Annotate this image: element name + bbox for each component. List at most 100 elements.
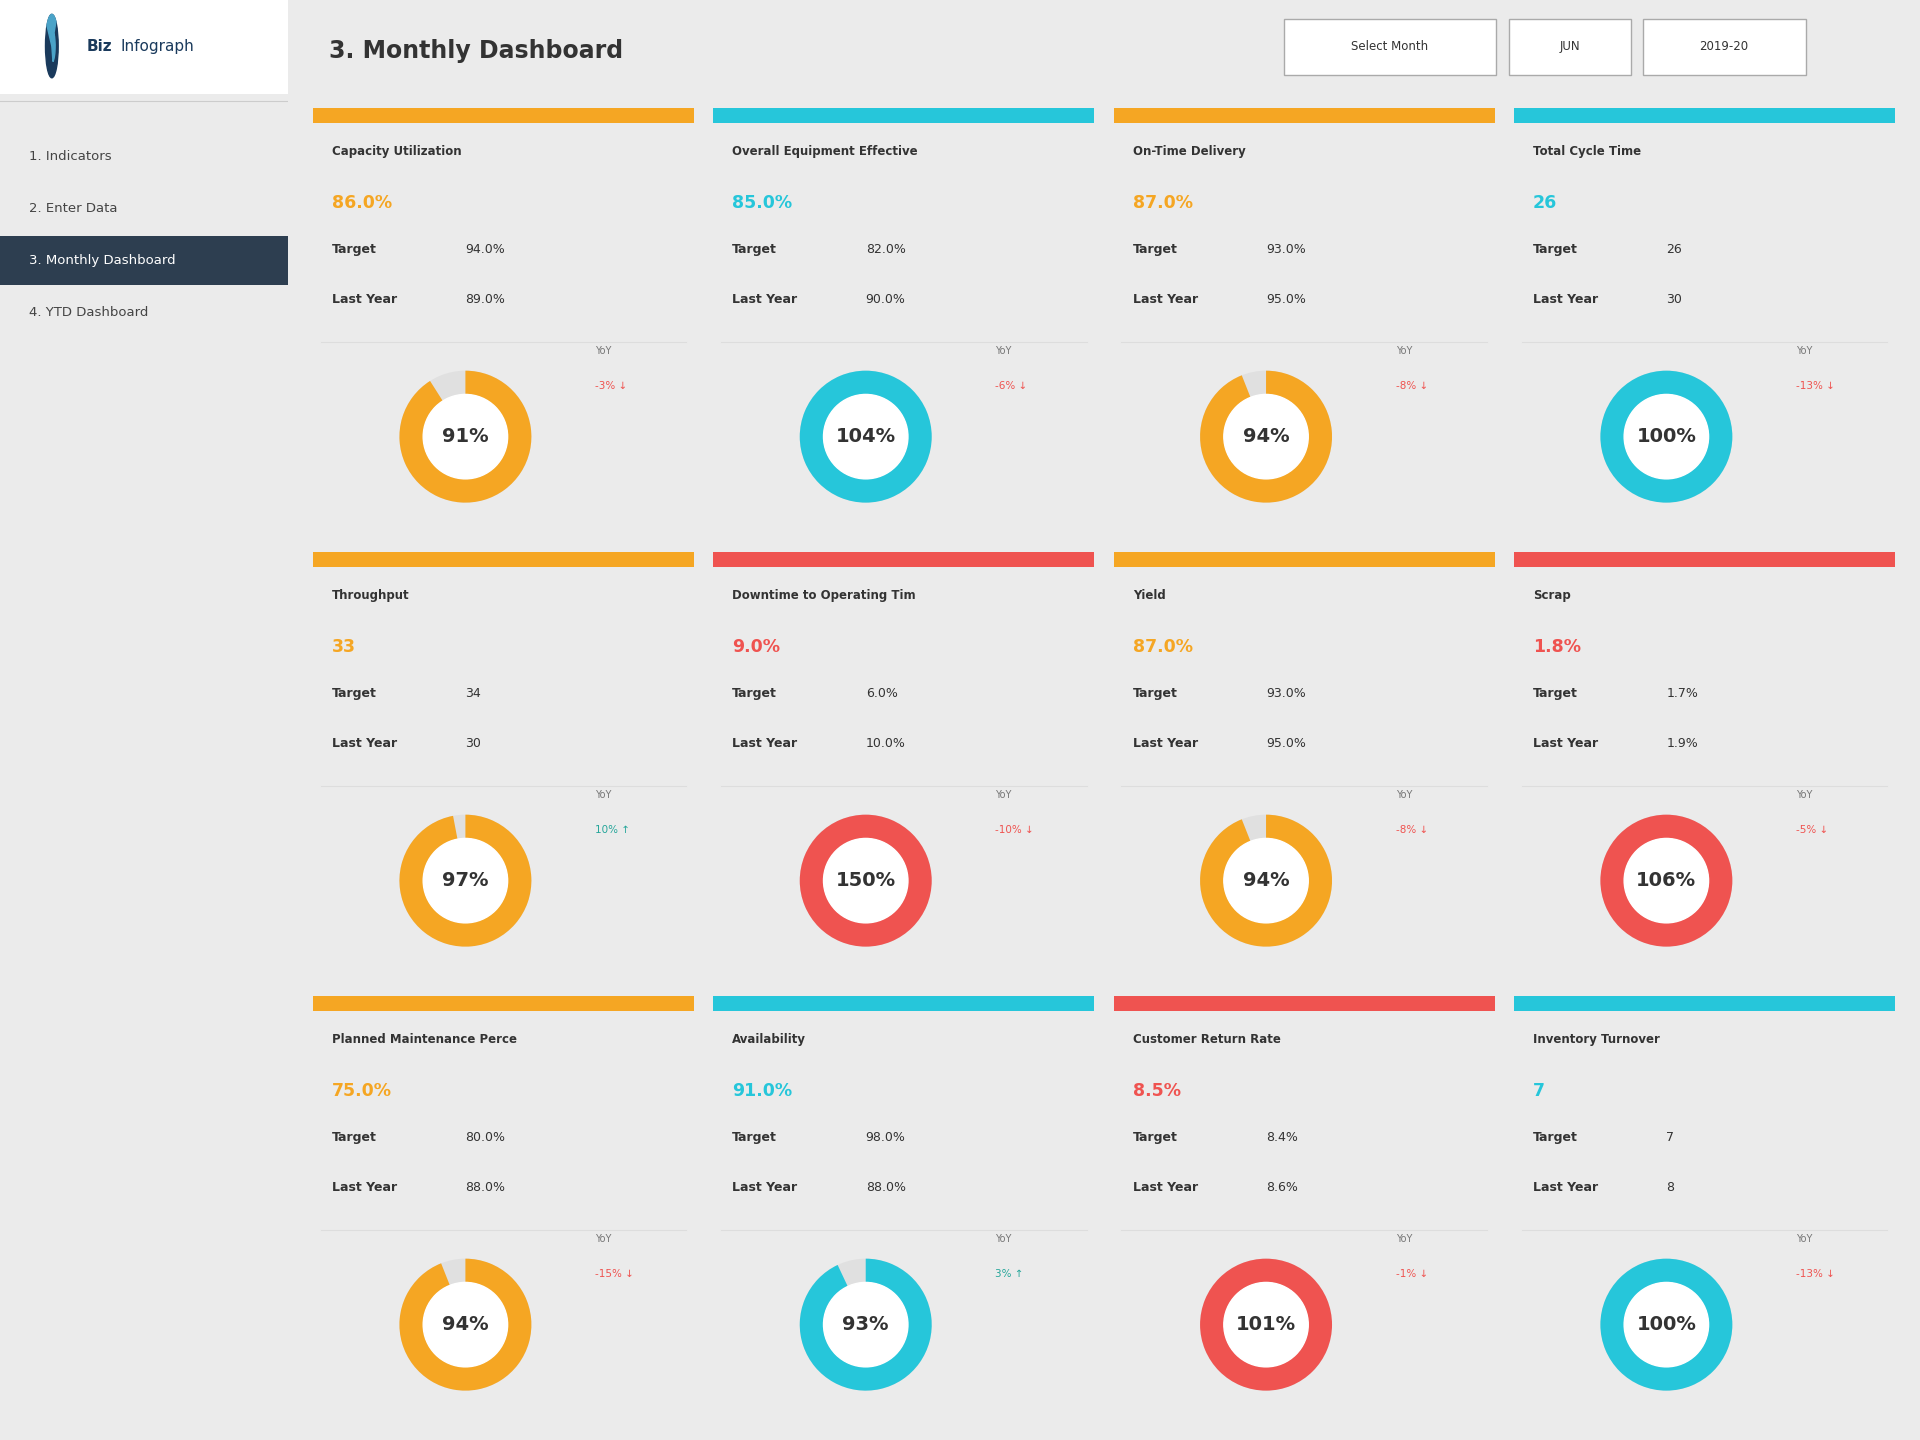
Wedge shape	[801, 370, 931, 503]
Text: 87.0%: 87.0%	[1133, 638, 1192, 655]
Text: YoY: YoY	[995, 791, 1012, 801]
Wedge shape	[399, 370, 532, 503]
Text: Last Year: Last Year	[332, 737, 397, 750]
Text: 95.0%: 95.0%	[1265, 292, 1306, 305]
FancyBboxPatch shape	[1114, 108, 1494, 122]
Text: 10.0%: 10.0%	[866, 737, 906, 750]
FancyBboxPatch shape	[313, 108, 693, 122]
Text: -13% ↓: -13% ↓	[1795, 380, 1836, 390]
Circle shape	[824, 1283, 908, 1367]
Text: 94%: 94%	[1242, 871, 1290, 890]
FancyBboxPatch shape	[0, 236, 288, 285]
Text: Customer Return Rate: Customer Return Rate	[1133, 1032, 1281, 1045]
Text: -15% ↓: -15% ↓	[595, 1269, 634, 1279]
Wedge shape	[1200, 370, 1332, 503]
Text: Target: Target	[732, 243, 778, 256]
Circle shape	[422, 1283, 507, 1367]
Wedge shape	[1200, 815, 1332, 946]
FancyBboxPatch shape	[1509, 19, 1632, 75]
Text: YoY: YoY	[995, 347, 1012, 357]
Wedge shape	[52, 33, 56, 62]
FancyBboxPatch shape	[1642, 19, 1805, 75]
Text: Yield: Yield	[1133, 589, 1165, 602]
Text: Target: Target	[1133, 687, 1177, 700]
Wedge shape	[801, 815, 931, 946]
Text: 8: 8	[1667, 1181, 1674, 1194]
Text: 93%: 93%	[843, 1315, 889, 1333]
Wedge shape	[46, 14, 56, 46]
Text: 30: 30	[465, 737, 482, 750]
Wedge shape	[1200, 1259, 1332, 1391]
Text: 3% ↑: 3% ↑	[995, 1269, 1023, 1279]
Text: 89.0%: 89.0%	[465, 292, 505, 305]
Wedge shape	[399, 1259, 532, 1391]
Circle shape	[1223, 838, 1308, 923]
Text: 95.0%: 95.0%	[1265, 737, 1306, 750]
Circle shape	[422, 838, 507, 923]
Wedge shape	[1601, 370, 1732, 503]
FancyBboxPatch shape	[1513, 996, 1895, 1011]
Text: Target: Target	[732, 1132, 778, 1145]
Text: Last Year: Last Year	[1532, 1181, 1597, 1194]
Text: 100%: 100%	[1636, 428, 1695, 446]
FancyBboxPatch shape	[714, 552, 1094, 567]
Text: 94.0%: 94.0%	[465, 243, 505, 256]
Text: 93.0%: 93.0%	[1265, 687, 1306, 700]
Text: 1.7%: 1.7%	[1667, 687, 1699, 700]
Text: 4. YTD Dashboard: 4. YTD Dashboard	[29, 305, 148, 320]
Text: YoY: YoY	[595, 347, 611, 357]
Text: 2019-20: 2019-20	[1699, 40, 1749, 53]
Text: 3. Monthly Dashboard: 3. Monthly Dashboard	[29, 253, 175, 268]
Text: Last Year: Last Year	[732, 737, 797, 750]
Circle shape	[824, 395, 908, 480]
Circle shape	[422, 395, 507, 480]
Text: Target: Target	[332, 687, 376, 700]
Text: 85.0%: 85.0%	[732, 194, 793, 212]
Text: 8.4%: 8.4%	[1265, 1132, 1298, 1145]
Circle shape	[824, 838, 908, 923]
Text: YoY: YoY	[1396, 791, 1411, 801]
Text: Capacity Utilization: Capacity Utilization	[332, 144, 461, 157]
Text: 91%: 91%	[442, 428, 490, 446]
Text: 87.0%: 87.0%	[1133, 194, 1192, 212]
Circle shape	[1624, 838, 1709, 923]
Text: -3% ↓: -3% ↓	[595, 380, 628, 390]
Text: Last Year: Last Year	[332, 1181, 397, 1194]
Text: 82.0%: 82.0%	[866, 243, 906, 256]
Text: Last Year: Last Year	[732, 292, 797, 305]
Text: -1% ↓: -1% ↓	[1396, 1269, 1428, 1279]
Text: YoY: YoY	[995, 1234, 1012, 1244]
Text: 2. Enter Data: 2. Enter Data	[29, 202, 117, 216]
Wedge shape	[1601, 370, 1732, 503]
Text: 10% ↑: 10% ↑	[595, 825, 630, 835]
Text: 86.0%: 86.0%	[332, 194, 392, 212]
Text: Target: Target	[332, 1132, 376, 1145]
Text: 6.0%: 6.0%	[866, 687, 899, 700]
Wedge shape	[1200, 370, 1332, 503]
FancyBboxPatch shape	[313, 996, 693, 1011]
Circle shape	[1223, 1283, 1308, 1367]
Text: Target: Target	[332, 243, 376, 256]
Text: 8.5%: 8.5%	[1133, 1081, 1181, 1100]
Text: Last Year: Last Year	[1532, 292, 1597, 305]
FancyBboxPatch shape	[0, 0, 288, 94]
Text: 1.8%: 1.8%	[1532, 638, 1580, 655]
Text: JUN: JUN	[1559, 40, 1580, 53]
FancyBboxPatch shape	[1283, 19, 1496, 75]
Text: 3. Monthly Dashboard: 3. Monthly Dashboard	[328, 39, 622, 62]
Text: 101%: 101%	[1236, 1315, 1296, 1333]
Text: YoY: YoY	[1396, 347, 1411, 357]
Wedge shape	[801, 370, 931, 503]
Text: 75.0%: 75.0%	[332, 1081, 392, 1100]
Wedge shape	[1200, 815, 1332, 946]
FancyBboxPatch shape	[1513, 552, 1895, 567]
Text: Last Year: Last Year	[1532, 737, 1597, 750]
Wedge shape	[1601, 815, 1732, 946]
Text: Availability: Availability	[732, 1032, 806, 1045]
Text: YoY: YoY	[1795, 791, 1812, 801]
Text: 93.0%: 93.0%	[1265, 243, 1306, 256]
Text: 94%: 94%	[442, 1315, 490, 1333]
Wedge shape	[1601, 1259, 1732, 1391]
Text: 150%: 150%	[835, 871, 897, 890]
Text: -10% ↓: -10% ↓	[995, 825, 1035, 835]
